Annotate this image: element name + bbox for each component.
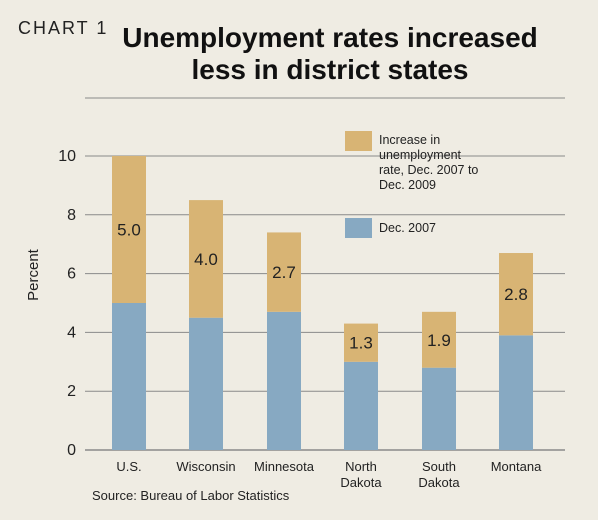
bar-increase-2 (267, 232, 301, 312)
data-label-4: 1.9 (427, 331, 451, 350)
data-label-2: 2.7 (272, 263, 296, 282)
y-axis-label: Percent (25, 248, 42, 301)
bar-increase-5 (499, 253, 533, 336)
x-tick-label-3-0: North (345, 459, 377, 474)
bar-increase-4 (422, 311, 456, 368)
y-tick-label-4: 4 (67, 324, 76, 341)
legend-swatch-dec-2007 (345, 218, 372, 238)
data-label-1: 4.0 (194, 250, 218, 269)
legend-label-increase-line-0: Increase in (379, 133, 440, 147)
x-tick-label-1-0: Wisconsin (176, 459, 235, 474)
y-tick-label-8: 8 (67, 207, 76, 224)
bar-increase-3 (344, 323, 378, 362)
x-tick-label-0-0: U.S. (116, 459, 141, 474)
legend-label-dec-2007: Dec. 2007 (379, 221, 436, 235)
data-label-5: 2.8 (504, 285, 528, 304)
data-label-0: 5.0 (117, 221, 141, 240)
y-tick-label-6: 6 (67, 266, 76, 283)
bar-increase-1 (189, 200, 223, 318)
chart-title: Unemployment rates increased less in dis… (110, 22, 550, 86)
bar-dec-2007-2 (267, 311, 301, 450)
chart-number-label: CHART 1 (18, 18, 109, 38)
x-tick-label-2-0: Minnesota (254, 459, 315, 474)
x-tick-label-4-1: Dakota (418, 475, 460, 490)
chart-title-line-2: less in district states (191, 54, 469, 85)
bar-increase-0 (112, 156, 146, 303)
x-tick-label-4-0: South (422, 459, 456, 474)
x-tick-label-5-0: Montana (491, 459, 542, 474)
bar-dec-2007-1 (189, 317, 223, 450)
x-tick-label-3-1: Dakota (340, 475, 382, 490)
bar-dec-2007-4 (422, 367, 456, 450)
bar-dec-2007-0 (112, 303, 146, 450)
y-tick-label-10: 10 (58, 148, 76, 165)
legend-label-increase-line-1: unemployment (379, 148, 462, 162)
y-tick-label-2: 2 (67, 383, 76, 400)
source-note: Source: Bureau of Labor Statistics (92, 488, 290, 503)
data-label-3: 1.3 (349, 334, 373, 353)
legend-label-increase-line-2: rate, Dec. 2007 to (379, 163, 478, 177)
legend-swatch-increase (345, 131, 372, 151)
legend-label-increase-line-3: Dec. 2009 (379, 178, 436, 192)
chart-title-line-1: Unemployment rates increased (122, 22, 538, 53)
bar-dec-2007-3 (344, 361, 378, 450)
y-tick-label-0: 0 (67, 442, 76, 459)
bar-dec-2007-5 (499, 335, 533, 450)
